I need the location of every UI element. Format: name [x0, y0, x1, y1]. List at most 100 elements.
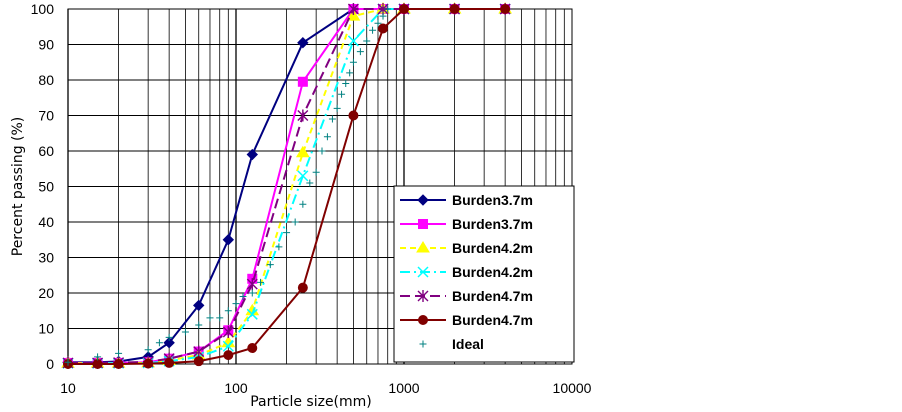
data-point	[363, 37, 371, 45]
data-point	[419, 340, 427, 348]
data-point	[216, 314, 224, 322]
data-point	[246, 148, 258, 161]
data-point	[347, 35, 359, 47]
data-point	[356, 48, 364, 56]
data-point	[222, 340, 234, 352]
data-point	[223, 350, 234, 361]
data-point	[248, 289, 256, 297]
data-point	[374, 19, 382, 27]
legend-label: Burden4.2m	[452, 240, 533, 256]
data-point	[295, 145, 310, 158]
legend-label: Burden4.7m	[452, 288, 533, 304]
data-point	[222, 234, 235, 246]
data-point	[224, 307, 232, 315]
data-point	[163, 336, 175, 349]
data-point	[297, 37, 309, 49]
x-tick-labels: 10 100 1000 10000	[60, 380, 591, 396]
data-point	[115, 349, 123, 357]
data-point	[342, 80, 350, 88]
legend-label: Burden4.7m	[452, 312, 533, 328]
data-point	[312, 168, 320, 176]
data-point	[297, 282, 308, 293]
data-point	[165, 333, 173, 341]
data-point	[239, 293, 247, 301]
data-point	[266, 261, 274, 269]
data-point	[193, 356, 204, 367]
data-point	[384, 5, 392, 13]
data-point	[323, 133, 331, 141]
x-axis-title: Particle size(mm)	[250, 394, 372, 410]
data-point	[164, 357, 175, 368]
y-tick-label: 10	[38, 321, 54, 337]
data-point	[195, 321, 203, 329]
data-point	[346, 69, 354, 77]
x-tick-label: 10	[60, 380, 76, 396]
data-point	[328, 115, 336, 123]
data-point	[206, 314, 214, 322]
y-tick-labels: 0 10 20 30 40 50 60 70 80 90 100	[31, 1, 55, 372]
data-point	[299, 200, 307, 208]
data-point	[92, 359, 103, 369]
data-point	[257, 278, 265, 286]
data-point	[113, 359, 124, 369]
data-point	[418, 219, 428, 229]
data-point	[193, 299, 205, 312]
data-point	[338, 90, 346, 98]
y-tick-label: 70	[38, 108, 54, 124]
y-tick-label: 20	[38, 285, 54, 301]
data-point	[333, 104, 341, 112]
y-axis-title: Percent passing (%)	[10, 117, 26, 257]
data-point	[64, 358, 72, 366]
x-tick-label: 1000	[388, 380, 419, 396]
data-point	[378, 23, 389, 34]
data-point	[369, 26, 377, 34]
data-point	[416, 241, 430, 253]
data-point	[94, 353, 102, 361]
legend-entry: Burden4.7m	[400, 312, 533, 328]
legend-entry: Ideal	[419, 336, 484, 352]
data-point	[417, 194, 429, 206]
legend-label: Burden3.7m	[452, 216, 533, 232]
data-point	[418, 315, 428, 325]
data-point	[347, 3, 359, 15]
y-tick-label: 100	[31, 1, 55, 17]
legend-entry: Burden3.7m	[400, 192, 533, 208]
legend-entry: Burden4.7m	[400, 288, 533, 304]
data-point	[346, 9, 361, 21]
data-point	[283, 229, 291, 237]
data-point	[232, 300, 240, 308]
legend-entry: Burden3.7m	[400, 216, 533, 232]
data-point	[222, 326, 234, 339]
data-point	[144, 346, 152, 354]
y-tick-label: 50	[38, 179, 54, 195]
data-point	[399, 4, 409, 14]
data-point	[449, 4, 460, 14]
data-point	[297, 109, 309, 122]
data-point	[246, 308, 258, 320]
legend-entry: Burden4.2m	[400, 240, 533, 256]
legend: Burden3.7m Burden3.7m Burden4.2m Burden4.2m…	[393, 185, 575, 363]
data-point	[500, 4, 511, 14]
data-point	[193, 345, 205, 358]
data-point	[348, 110, 359, 121]
data-point	[143, 358, 154, 369]
legend-entry: Burden4.2m	[400, 264, 533, 280]
data-point	[297, 170, 309, 182]
legend-label: Ideal	[452, 336, 484, 352]
data-point	[318, 147, 326, 155]
data-point	[181, 328, 189, 336]
x-tick-label: 10000	[553, 380, 592, 396]
data-point	[349, 58, 357, 66]
legend-label: Burden3.7m	[452, 192, 533, 208]
y-tick-label: 40	[38, 214, 54, 230]
data-point	[379, 12, 387, 20]
data-point	[297, 76, 308, 87]
series-6	[63, 4, 511, 369]
y-tick-label: 90	[38, 37, 54, 53]
data-point	[306, 179, 314, 187]
legend-label: Burden4.2m	[452, 264, 533, 280]
data-point	[417, 290, 429, 302]
y-tick-label: 0	[46, 356, 54, 372]
y-tick-label: 60	[38, 143, 54, 159]
